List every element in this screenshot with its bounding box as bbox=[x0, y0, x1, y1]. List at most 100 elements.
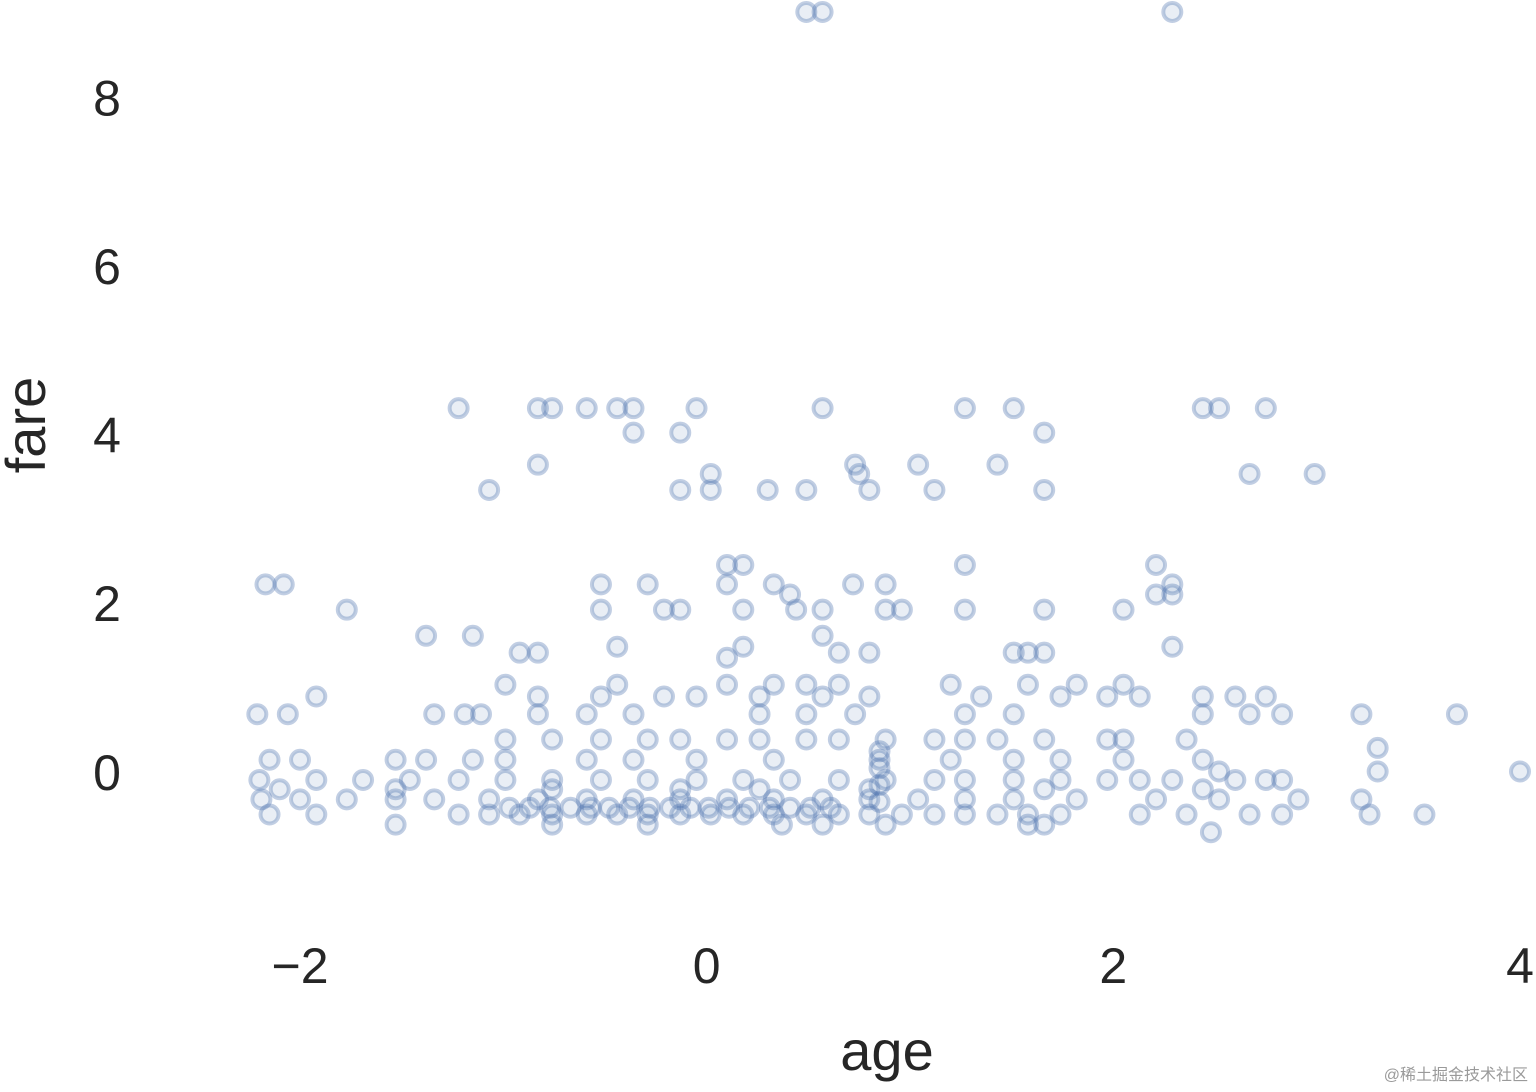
point bbox=[748, 728, 771, 751]
point bbox=[986, 728, 1009, 751]
point bbox=[762, 803, 785, 826]
x-tick-label: 0 bbox=[693, 938, 721, 994]
point bbox=[732, 803, 755, 826]
point bbox=[589, 768, 612, 791]
point bbox=[1049, 685, 1072, 708]
point bbox=[827, 768, 850, 791]
point bbox=[758, 796, 781, 819]
point bbox=[827, 641, 850, 664]
point bbox=[1049, 803, 1072, 826]
point bbox=[819, 796, 842, 819]
point bbox=[335, 788, 358, 811]
point bbox=[669, 788, 692, 811]
point bbox=[541, 803, 564, 826]
point bbox=[732, 553, 755, 576]
point bbox=[811, 813, 834, 836]
point bbox=[559, 796, 582, 819]
point bbox=[1065, 788, 1088, 811]
point bbox=[699, 462, 722, 485]
point bbox=[770, 813, 793, 836]
point bbox=[398, 768, 421, 791]
point bbox=[874, 813, 897, 836]
point bbox=[953, 553, 976, 576]
point bbox=[970, 685, 993, 708]
point bbox=[1238, 462, 1261, 485]
point bbox=[732, 598, 755, 621]
point bbox=[289, 748, 312, 771]
point bbox=[986, 803, 1009, 826]
point bbox=[1145, 788, 1168, 811]
point bbox=[1413, 803, 1436, 826]
point bbox=[1271, 768, 1294, 791]
point bbox=[1112, 598, 1135, 621]
point bbox=[539, 796, 562, 819]
point bbox=[352, 768, 375, 791]
point bbox=[685, 685, 708, 708]
point bbox=[652, 598, 675, 621]
point bbox=[1191, 703, 1214, 726]
point bbox=[622, 788, 645, 811]
point bbox=[248, 768, 271, 791]
point bbox=[953, 728, 976, 751]
point bbox=[494, 768, 517, 791]
point bbox=[785, 598, 808, 621]
point bbox=[1128, 685, 1151, 708]
point bbox=[953, 397, 976, 420]
point bbox=[953, 768, 976, 791]
point bbox=[384, 778, 407, 801]
x-tick-label: −2 bbox=[272, 938, 329, 994]
point bbox=[874, 598, 897, 621]
point bbox=[679, 796, 702, 819]
point bbox=[1224, 768, 1247, 791]
point bbox=[858, 478, 881, 501]
point bbox=[541, 768, 564, 791]
point bbox=[305, 768, 328, 791]
point bbox=[589, 573, 612, 596]
point bbox=[384, 748, 407, 771]
point bbox=[1049, 768, 1072, 791]
point bbox=[827, 673, 850, 696]
point bbox=[622, 421, 645, 444]
point bbox=[1161, 583, 1184, 606]
point bbox=[526, 788, 549, 811]
point bbox=[795, 728, 818, 751]
point bbox=[606, 803, 629, 826]
point bbox=[811, 0, 834, 23]
point bbox=[636, 728, 659, 751]
point bbox=[598, 796, 621, 819]
point bbox=[1145, 583, 1168, 606]
y-tick-label: 4 bbox=[93, 408, 121, 464]
point bbox=[1096, 728, 1119, 751]
point bbox=[795, 703, 818, 726]
point bbox=[1350, 703, 1373, 726]
point bbox=[1096, 685, 1119, 708]
point bbox=[923, 768, 946, 791]
point bbox=[575, 748, 598, 771]
point bbox=[874, 573, 897, 596]
y-axis-label: fare bbox=[0, 377, 57, 474]
point bbox=[685, 768, 708, 791]
point bbox=[718, 796, 741, 819]
point bbox=[858, 778, 881, 801]
point bbox=[1112, 728, 1135, 751]
point bbox=[844, 453, 867, 476]
point bbox=[494, 728, 517, 751]
point bbox=[795, 478, 818, 501]
point bbox=[526, 453, 549, 476]
point bbox=[811, 685, 834, 708]
point bbox=[423, 788, 446, 811]
point bbox=[1287, 788, 1310, 811]
point bbox=[1175, 803, 1198, 826]
point bbox=[575, 803, 598, 826]
point bbox=[716, 573, 739, 596]
point bbox=[669, 803, 692, 826]
point bbox=[415, 624, 438, 647]
point bbox=[844, 703, 867, 726]
point bbox=[305, 803, 328, 826]
point bbox=[779, 768, 802, 791]
point bbox=[1016, 673, 1039, 696]
point bbox=[827, 728, 850, 751]
point bbox=[848, 462, 871, 485]
point bbox=[1033, 478, 1056, 501]
